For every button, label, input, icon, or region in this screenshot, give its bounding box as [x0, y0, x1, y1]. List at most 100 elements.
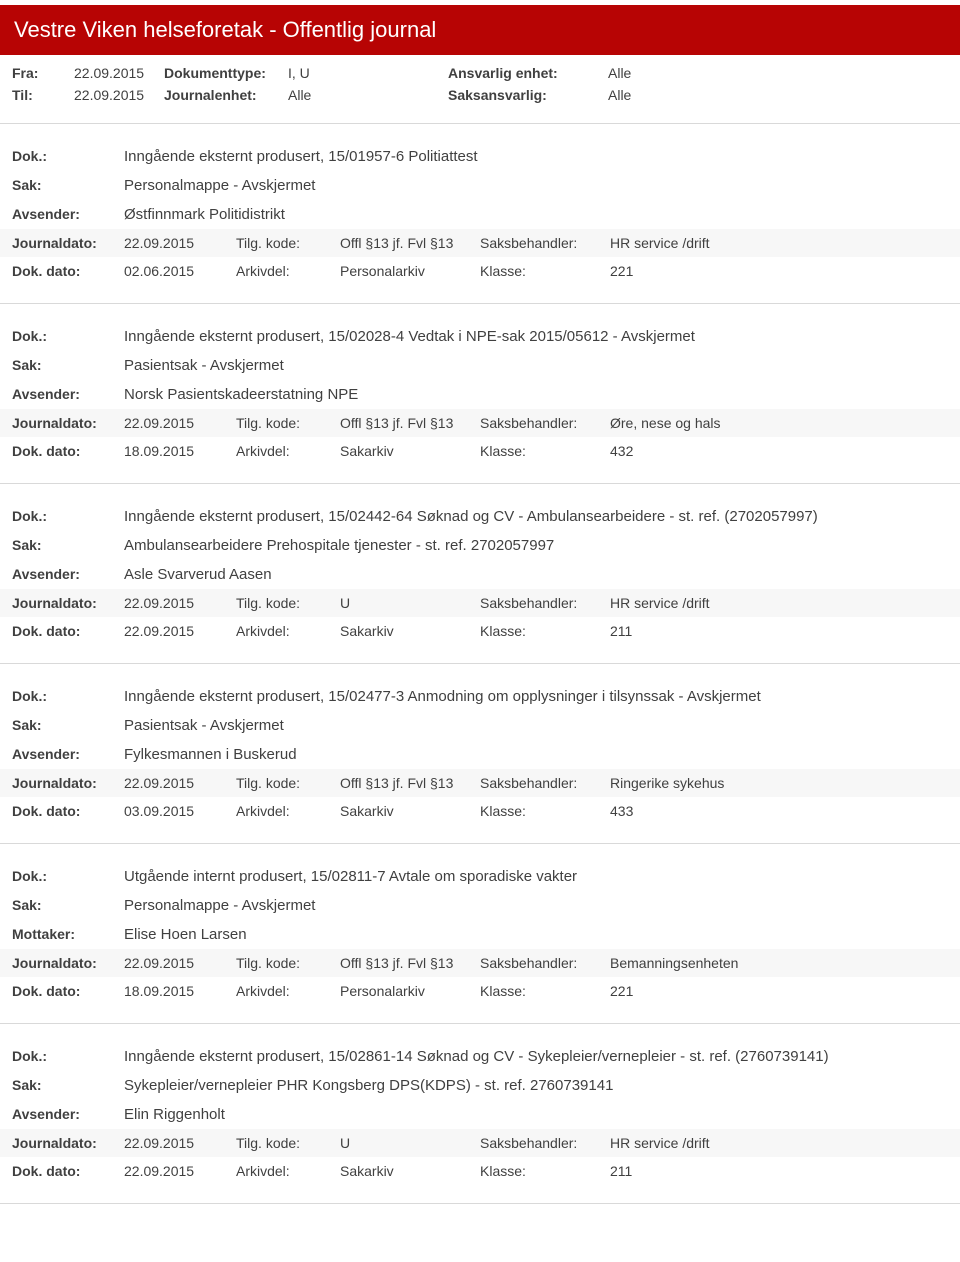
klasse-value: 221	[610, 983, 948, 999]
tilgkode-label: Tilg. kode:	[236, 235, 340, 251]
sak-value: Pasientsak - Avskjermet	[124, 357, 948, 374]
sak-label: Sak:	[12, 177, 124, 194]
dokdato-value: 18.09.2015	[124, 983, 236, 999]
klasse-value: 433	[610, 803, 948, 819]
tilgkode-label: Tilg. kode:	[236, 595, 340, 611]
dok-label: Dok.:	[12, 868, 124, 885]
dokdato-value: 02.06.2015	[124, 263, 236, 279]
klasse-label: Klasse:	[480, 623, 610, 639]
saksbehandler-value: HR service /drift	[610, 595, 948, 611]
arkivdel-value: Personalarkiv	[340, 263, 480, 279]
fra-label: Fra:	[12, 65, 74, 81]
dok-label: Dok.:	[12, 508, 124, 525]
dok-label: Dok.:	[12, 328, 124, 345]
tilgkode-value: Offl §13 jf. Fvl §13	[340, 235, 480, 251]
party-label: Avsender:	[12, 746, 124, 763]
journal-entry: Dok.: Inngående eksternt produsert, 15/0…	[0, 304, 960, 484]
tilgkode-value: Offl §13 jf. Fvl §13	[340, 775, 480, 791]
sak-value: Sykepleier/vernepleier PHR Kongsberg DPS…	[124, 1077, 948, 1094]
klasse-label: Klasse:	[480, 983, 610, 999]
til-label: Til:	[12, 87, 74, 103]
dok-title: Inngående eksternt produsert, 15/02861-1…	[124, 1048, 948, 1065]
journaldato-label: Journaldato:	[12, 955, 124, 971]
journaldato-label: Journaldato:	[12, 1135, 124, 1151]
journaldato-value: 22.09.2015	[124, 235, 236, 251]
party-label: Avsender:	[12, 566, 124, 583]
arkivdel-value: Personalarkiv	[340, 983, 480, 999]
saksbehandler-value: HR service /drift	[610, 1135, 948, 1151]
ansvarlig-label: Ansvarlig enhet:	[448, 65, 608, 81]
klasse-label: Klasse:	[480, 263, 610, 279]
arkivdel-value: Sakarkiv	[340, 623, 480, 639]
saksbehandler-value: Øre, nese og hals	[610, 415, 948, 431]
saksansvarlig-value: Alle	[608, 87, 631, 103]
til-value: 22.09.2015	[74, 87, 164, 103]
saksbehandler-value: Bemanningsenheten	[610, 955, 948, 971]
dokdato-label: Dok. dato:	[12, 983, 124, 999]
arkivdel-label: Arkivdel:	[236, 803, 340, 819]
dokdato-label: Dok. dato:	[12, 1163, 124, 1179]
klasse-value: 211	[610, 623, 948, 639]
dok-title: Inngående eksternt produsert, 15/02028-4…	[124, 328, 948, 345]
sak-value: Ambulansearbeidere Prehospitale tjeneste…	[124, 537, 948, 554]
journal-entry: Dok.: Inngående eksternt produsert, 15/0…	[0, 124, 960, 304]
saksbehandler-label: Saksbehandler:	[480, 415, 610, 431]
journaldato-value: 22.09.2015	[124, 415, 236, 431]
page-title: Vestre Viken helseforetak - Offentlig jo…	[0, 5, 960, 55]
dok-title: Utgående internt produsert, 15/02811-7 A…	[124, 868, 948, 885]
journaldato-label: Journaldato:	[12, 775, 124, 791]
dok-label: Dok.:	[12, 688, 124, 705]
dokdato-label: Dok. dato:	[12, 623, 124, 639]
saksbehandler-label: Saksbehandler:	[480, 1135, 610, 1151]
dokdato-value: 03.09.2015	[124, 803, 236, 819]
arkivdel-label: Arkivdel:	[236, 1163, 340, 1179]
klasse-label: Klasse:	[480, 443, 610, 459]
tilgkode-value: Offl §13 jf. Fvl §13	[340, 415, 480, 431]
party-value: Asle Svarverud Aasen	[124, 566, 948, 583]
saksbehandler-value: HR service /drift	[610, 235, 948, 251]
party-value: Elise Hoen Larsen	[124, 926, 948, 943]
saksbehandler-label: Saksbehandler:	[480, 775, 610, 791]
klasse-label: Klasse:	[480, 1163, 610, 1179]
arkivdel-label: Arkivdel:	[236, 263, 340, 279]
sak-label: Sak:	[12, 717, 124, 734]
tilgkode-label: Tilg. kode:	[236, 415, 340, 431]
dokdato-value: 18.09.2015	[124, 443, 236, 459]
saksbehandler-label: Saksbehandler:	[480, 955, 610, 971]
sak-label: Sak:	[12, 357, 124, 374]
arkivdel-label: Arkivdel:	[236, 623, 340, 639]
klasse-value: 432	[610, 443, 948, 459]
journalenhet-value: Alle	[288, 87, 448, 103]
sak-label: Sak:	[12, 897, 124, 914]
journaldato-value: 22.09.2015	[124, 1135, 236, 1151]
dokdato-label: Dok. dato:	[12, 803, 124, 819]
tilgkode-label: Tilg. kode:	[236, 775, 340, 791]
filter-block: Fra: 22.09.2015 Dokumenttype: I, U Ansva…	[0, 55, 960, 124]
saksbehandler-label: Saksbehandler:	[480, 235, 610, 251]
dokdato-value: 22.09.2015	[124, 623, 236, 639]
arkivdel-value: Sakarkiv	[340, 1163, 480, 1179]
klasse-value: 211	[610, 1163, 948, 1179]
klasse-label: Klasse:	[480, 803, 610, 819]
party-value: Fylkesmannen i Buskerud	[124, 746, 948, 763]
sak-value: Personalmappe - Avskjermet	[124, 177, 948, 194]
klasse-value: 221	[610, 263, 948, 279]
sak-value: Personalmappe - Avskjermet	[124, 897, 948, 914]
party-label: Mottaker:	[12, 926, 124, 943]
arkivdel-value: Sakarkiv	[340, 803, 480, 819]
sak-label: Sak:	[12, 1077, 124, 1094]
sak-value: Pasientsak - Avskjermet	[124, 717, 948, 734]
journaldato-label: Journaldato:	[12, 415, 124, 431]
ansvarlig-value: Alle	[608, 65, 631, 81]
fra-value: 22.09.2015	[74, 65, 164, 81]
party-value: Østfinnmark Politidistrikt	[124, 206, 948, 223]
journal-entry: Dok.: Inngående eksternt produsert, 15/0…	[0, 664, 960, 844]
journal-entry: Dok.: Inngående eksternt produsert, 15/0…	[0, 1024, 960, 1204]
arkivdel-value: Sakarkiv	[340, 443, 480, 459]
dok-title: Inngående eksternt produsert, 15/02442-6…	[124, 508, 948, 525]
journaldato-label: Journaldato:	[12, 235, 124, 251]
dok-title: Inngående eksternt produsert, 15/02477-3…	[124, 688, 948, 705]
saksansvarlig-label: Saksansvarlig:	[448, 87, 608, 103]
journaldato-value: 22.09.2015	[124, 775, 236, 791]
arkivdel-label: Arkivdel:	[236, 443, 340, 459]
